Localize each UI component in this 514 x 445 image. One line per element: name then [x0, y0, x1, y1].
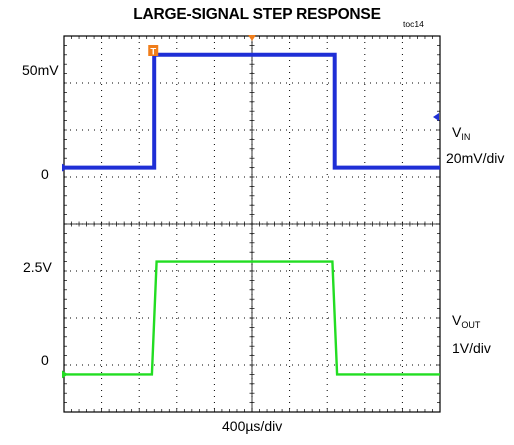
- trigger-position-marker: [248, 35, 256, 41]
- vout-channel-label: VOUT: [452, 312, 481, 330]
- vin-tick-label-0: 0: [41, 166, 49, 182]
- vin-level-marker: [433, 113, 439, 121]
- vout-tick-label-2-5v: 2.5V: [23, 259, 52, 275]
- vout-scale-label: 1V/div: [452, 340, 491, 356]
- vout-channel-label-main: V: [452, 312, 462, 328]
- vout-channel-label-sub: OUT: [461, 320, 481, 330]
- vin-channel-label: VIN: [452, 124, 471, 142]
- figure-id: toc14: [403, 19, 424, 29]
- vin-ground-marker: [62, 163, 68, 172]
- vout-ground-marker: [62, 370, 68, 379]
- chart-title: LARGE-SIGNAL STEP RESPONSE: [133, 6, 381, 23]
- trigger-badge-label: T: [150, 47, 156, 58]
- vin-tick-label-50mv: 50mV: [22, 62, 59, 78]
- trigger-badge: [148, 45, 159, 56]
- vin-channel-label-main: V: [452, 124, 462, 140]
- x-axis-label: 400µs/div: [222, 418, 283, 434]
- vin-channel-label-sub: IN: [461, 132, 471, 142]
- vout-tick-label-0: 0: [41, 352, 49, 368]
- vin-trace-edge: [64, 54, 440, 169]
- vout-trace: [64, 260, 440, 376]
- vin-scale-label: 20mV/div: [446, 150, 505, 166]
